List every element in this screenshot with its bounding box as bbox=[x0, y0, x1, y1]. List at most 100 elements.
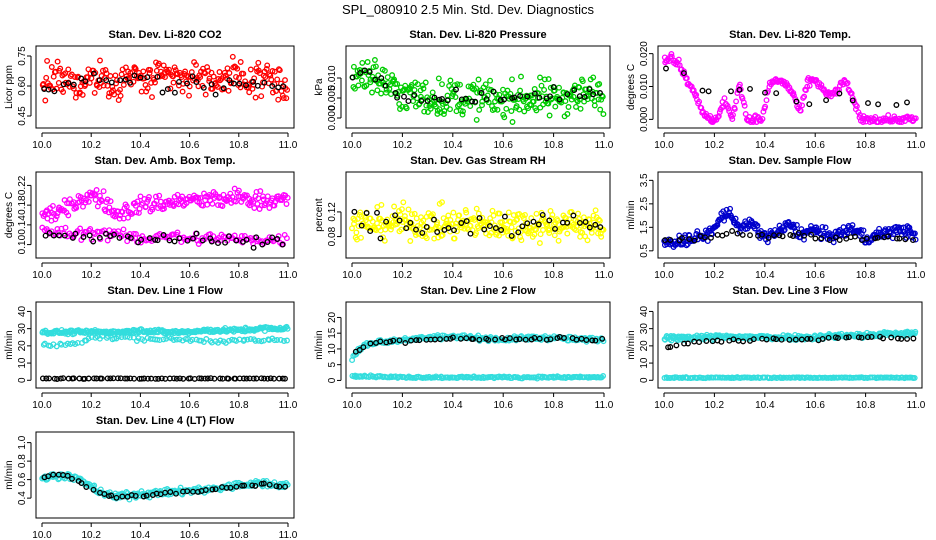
data-point bbox=[103, 77, 110, 84]
data-points bbox=[39, 185, 291, 251]
data-point bbox=[797, 107, 804, 114]
x-tick-label: 10.6 bbox=[180, 270, 200, 281]
data-point bbox=[490, 212, 497, 219]
data-point bbox=[571, 87, 578, 94]
data-point bbox=[825, 334, 832, 341]
data-point bbox=[733, 98, 740, 105]
data-point bbox=[366, 68, 373, 75]
x-tick-label: 10.6 bbox=[805, 270, 825, 281]
data-point bbox=[787, 232, 794, 238]
data-point bbox=[683, 75, 690, 82]
data-point bbox=[675, 56, 682, 63]
data-point bbox=[865, 100, 871, 107]
plot-frame bbox=[657, 45, 923, 129]
data-point bbox=[83, 484, 90, 490]
data-point bbox=[454, 228, 460, 235]
data-point bbox=[237, 59, 244, 65]
data-point bbox=[784, 374, 791, 381]
data-point bbox=[100, 82, 107, 89]
data-point bbox=[458, 220, 465, 226]
data-point bbox=[453, 86, 459, 93]
data-point bbox=[378, 75, 385, 82]
data-point bbox=[147, 67, 154, 73]
data-point bbox=[486, 223, 493, 230]
data-point bbox=[105, 93, 112, 100]
data-point bbox=[799, 102, 806, 109]
y-tick-label: 0.10 bbox=[17, 234, 28, 254]
data-point bbox=[100, 188, 107, 195]
data-point bbox=[843, 334, 850, 341]
x-tick-label: 11.0 bbox=[595, 400, 614, 411]
data-point bbox=[521, 108, 528, 115]
data-point bbox=[894, 235, 900, 242]
x-tick-label: 10.4 bbox=[443, 270, 463, 281]
data-point bbox=[741, 102, 748, 109]
data-point bbox=[595, 96, 602, 103]
data-point bbox=[806, 101, 813, 108]
panel-title: Stan. Dev. Li-820 Temp. bbox=[729, 29, 851, 41]
data-point bbox=[240, 70, 247, 77]
data-point bbox=[747, 85, 753, 92]
data-point bbox=[162, 489, 169, 496]
data-point bbox=[275, 96, 282, 103]
data-point bbox=[777, 375, 784, 381]
x-axis: 10.0 10.2 10.4 10.6 10.8 11.0 bbox=[654, 392, 926, 411]
data-point bbox=[535, 221, 542, 228]
data-point bbox=[87, 225, 94, 232]
plot-frame bbox=[345, 171, 611, 259]
data-point bbox=[413, 337, 420, 344]
data-point bbox=[759, 115, 766, 122]
data-point bbox=[70, 81, 77, 88]
data-point bbox=[818, 81, 825, 88]
data-point bbox=[540, 214, 547, 221]
data-point bbox=[167, 489, 174, 495]
data-point bbox=[437, 336, 443, 343]
data-point bbox=[364, 59, 371, 65]
y-axis: 0 10 20 30 40 bbox=[17, 305, 32, 383]
panel-title: Stan. Dev. Line 3 Flow bbox=[732, 285, 848, 297]
data-point bbox=[872, 113, 879, 120]
data-point bbox=[429, 89, 436, 96]
y-tick-label: 0 bbox=[17, 377, 28, 383]
data-point bbox=[463, 209, 470, 216]
data-point bbox=[284, 325, 291, 332]
data-point bbox=[235, 187, 242, 194]
data-point bbox=[680, 70, 687, 77]
data-point bbox=[517, 87, 524, 94]
data-point bbox=[117, 77, 124, 84]
data-point bbox=[592, 221, 599, 228]
data-point bbox=[184, 237, 191, 244]
data-point bbox=[405, 98, 412, 105]
data-point bbox=[530, 98, 537, 105]
y-axis: 0.08 0.12 bbox=[327, 202, 342, 246]
data-point bbox=[200, 84, 207, 91]
data-point bbox=[125, 214, 131, 221]
data-point bbox=[600, 373, 607, 379]
data-point bbox=[872, 235, 879, 242]
data-point bbox=[268, 76, 275, 83]
data-point bbox=[176, 336, 183, 343]
data-point bbox=[912, 236, 919, 243]
data-point bbox=[88, 334, 95, 341]
data-point bbox=[193, 79, 200, 85]
data-point bbox=[774, 374, 781, 381]
data-point bbox=[90, 486, 97, 493]
data-point bbox=[154, 237, 161, 244]
data-point bbox=[144, 74, 151, 81]
data-point bbox=[45, 210, 52, 217]
data-point bbox=[146, 70, 153, 76]
data-point bbox=[416, 337, 423, 344]
data-points bbox=[349, 199, 607, 247]
data-point bbox=[119, 493, 126, 500]
y-tick-label: 1.0 bbox=[17, 435, 28, 449]
data-point bbox=[863, 235, 870, 242]
series-2 bbox=[661, 374, 918, 382]
data-point bbox=[565, 104, 572, 110]
data-point bbox=[171, 64, 178, 71]
data-point bbox=[84, 74, 91, 81]
data-point bbox=[131, 375, 138, 382]
data-point bbox=[112, 72, 119, 79]
data-point bbox=[274, 236, 281, 242]
